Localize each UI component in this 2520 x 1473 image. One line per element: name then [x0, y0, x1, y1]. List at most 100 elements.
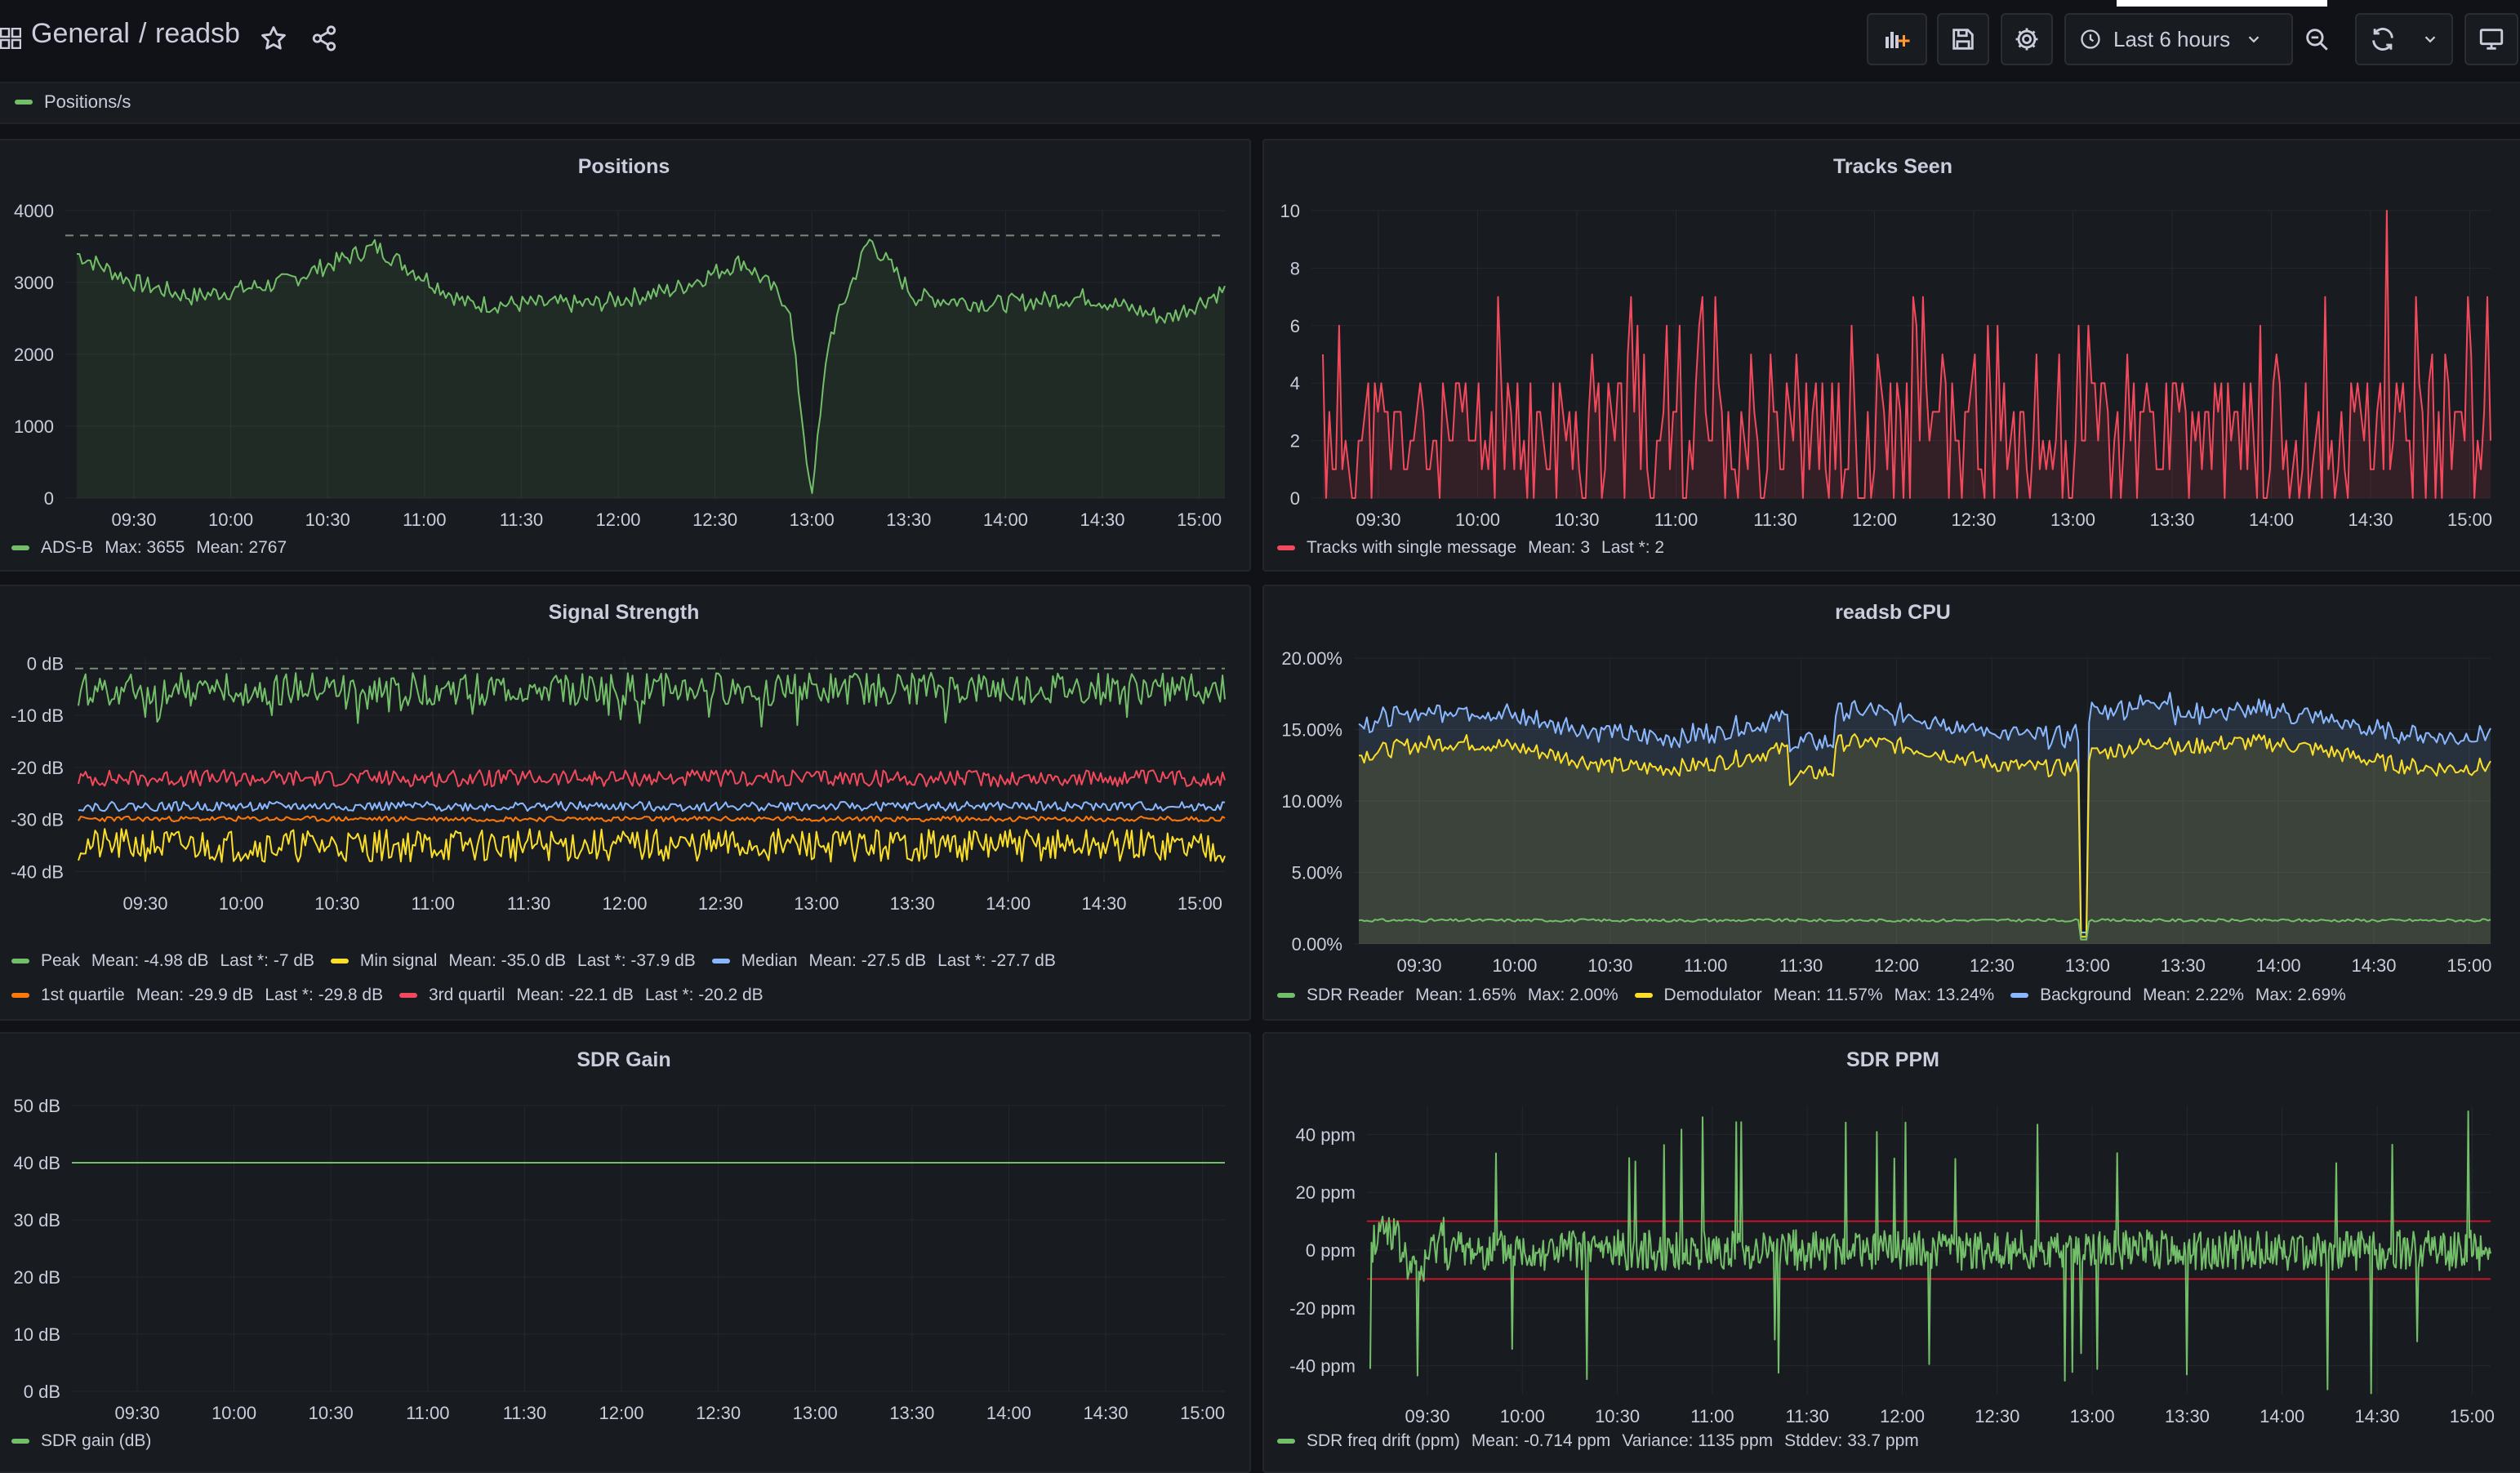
x-tick-label: 09:30 — [111, 510, 156, 530]
legend-item[interactable]: Tracks with single message Mean: 3 Last … — [1277, 538, 1664, 558]
legend-swatch — [11, 959, 29, 963]
y-tick-label: 3000 — [14, 273, 54, 293]
legend-item[interactable]: SDR freq drift (ppm) Mean: -0.714 ppm Va… — [1277, 1431, 1919, 1451]
legend-series-name: Tracks with single message — [1307, 538, 1517, 557]
zoom-out-button[interactable] — [2293, 13, 2340, 65]
panel-tracks-seen[interactable]: Tracks Seen 0 2 4 6 8 10 09:30 10:00 10:30 11:00 1… — [1262, 139, 2520, 572]
add-panel-button[interactable] — [1867, 13, 1927, 65]
legend: Peak Mean: -4.98 dB Last *: -7 dB Min si… — [11, 949, 1067, 971]
legend-series-name: ADS-B — [41, 538, 94, 557]
y-tick-label: 6 — [1290, 316, 1300, 336]
legend-series-name: Min signal — [359, 951, 438, 970]
positions-chart[interactable]: 0 1000 2000 3000 4000 09:30 10:00 10:30 11:00 11:… — [0, 140, 1253, 573]
legend-item[interactable]: ADS-B Max: 3655 Mean: 2767 — [11, 538, 287, 558]
y-tick-label: -40 ppm — [1289, 1356, 1356, 1377]
legend-swatch — [15, 100, 33, 105]
x-tick-label: 12:30 — [692, 510, 737, 530]
x-tick-label: 10:00 — [1492, 955, 1537, 976]
tracks-seen-chart[interactable]: 0 2 4 6 8 10 09:30 10:00 10:30 11:00 11:30 12:00 12:… — [1264, 140, 2520, 573]
x-tick-label: 14:30 — [1083, 1403, 1128, 1423]
time-range-label: Last 6 hours — [2113, 26, 2231, 51]
time-range-picker[interactable]: Last 6 hours — [2064, 13, 2293, 65]
x-tick-label: 11:00 — [1684, 955, 1727, 976]
x-tick-label: 10:30 — [305, 510, 350, 530]
x-tick-label: 10:30 — [1554, 510, 1599, 530]
readsb-cpu-chart[interactable]: 0.00% 5.00% 10.00% 15.00% 20.00% 09:30 10:00 10… — [1264, 586, 2520, 1022]
legend-item[interactable]: Peak Mean: -4.98 dB Last *: -7 dB — [11, 951, 314, 971]
refresh-button[interactable] — [2355, 13, 2453, 65]
apps-grid-icon[interactable] — [0, 28, 21, 49]
x-tick-label: 15:00 — [1178, 893, 1222, 914]
x-tick-label: 14:00 — [2260, 1406, 2304, 1426]
x-tick-label: 12:00 — [1880, 1406, 1925, 1426]
tv-mode-button[interactable] — [2464, 13, 2518, 65]
y-tick-label: 40 dB — [14, 1153, 61, 1173]
panel-positions[interactable]: Positions 0 1000 2000 3000 4000 09:30 10:00 10:… — [0, 139, 1251, 572]
legend-series-name: Demodulator — [1663, 986, 1762, 1004]
share-icon[interactable] — [310, 24, 338, 52]
star-icon[interactable] — [260, 24, 287, 52]
x-tick-label: 12:30 — [696, 1403, 741, 1423]
x-tick-label: 09:30 — [122, 893, 167, 914]
legend-item[interactable]: SDR gain (dB) — [11, 1431, 151, 1451]
legend-stat-max: Max: 2.00% — [1527, 986, 1618, 1004]
x-tick-label: 12:00 — [599, 1403, 643, 1423]
sdr-ppm-chart[interactable]: 40 ppm 20 ppm 0 ppm -20 ppm -40 ppm 09:30 10:0… — [1264, 1034, 2520, 1473]
legend-stat-mean: Mean: 11.57% — [1773, 986, 1883, 1004]
legend-item[interactable]: Median Mean: -27.5 dB Last *: -27.7 dB — [711, 951, 1056, 971]
legend-stat-last: Last *: -27.7 dB — [937, 951, 1056, 970]
y-tick-label: 0 — [1290, 488, 1300, 509]
legend-item[interactable]: Background Mean: 2.22% Max: 2.69% — [2010, 986, 2346, 1005]
legend-stat-last: Last *: -37.9 dB — [577, 951, 696, 970]
x-tick-label: 13:00 — [790, 510, 835, 530]
x-tick-label: 09:30 — [1405, 1406, 1449, 1426]
x-tick-label: 10:00 — [1455, 510, 1500, 530]
loading-bar — [2117, 0, 2327, 7]
legend-item[interactable]: Positions/s — [15, 91, 131, 113]
x-tick-label: 14:00 — [983, 510, 1028, 530]
legend-item[interactable]: 1st quartile Mean: -29.9 dB Last *: -29.… — [11, 986, 383, 1005]
breadcrumb-dashboard-title[interactable]: readsb — [155, 18, 240, 49]
signal-strength-chart[interactable]: 0 dB -10 dB -20 dB -30 dB -40 dB 09:30 10:00 10… — [0, 586, 1253, 1022]
x-tick-label: 09:30 — [114, 1403, 159, 1423]
panel-sdr-ppm[interactable]: SDR PPM 40 ppm 20 ppm 0 ppm -20 ppm -40 ppm 0… — [1262, 1032, 2520, 1473]
legend-stat-last: Last *: -29.8 dB — [265, 986, 384, 1004]
legend-item[interactable]: Demodulator Mean: 11.57% Max: 13.24% — [1634, 986, 1994, 1005]
legend-stat-max: Max: 3655 — [105, 538, 185, 557]
legend-stat-mean: Mean: -27.5 dB — [808, 951, 927, 970]
x-tick-label: 13:00 — [2050, 510, 2095, 530]
x-tick-label: 15:00 — [2447, 955, 2491, 976]
legend-item[interactable]: SDR Reader Mean: 1.65% Max: 2.00% — [1277, 986, 1618, 1005]
refresh-interval-chevron-icon[interactable] — [2421, 30, 2439, 48]
legend: SDR freq drift (ppm) Mean: -0.714 ppm Va… — [1277, 1429, 1930, 1451]
y-tick-label: 2000 — [14, 345, 54, 365]
y-tick-label: 10 — [1280, 201, 1300, 221]
series-tracks-single-message-area — [1323, 211, 2491, 498]
panel-signal-strength[interactable]: Signal Strength 0 dB -10 dB -20 dB -30 dB -4… — [0, 585, 1251, 1021]
legend-item[interactable]: Min signal Mean: -35.0 dB Last *: -37.9 … — [330, 951, 696, 971]
save-dashboard-button[interactable] — [1937, 13, 1989, 65]
series-peak — [78, 671, 1226, 728]
panel-readsb-cpu[interactable]: readsb CPU 0.00% 5.00% 10.00% 15.00% 20.00% 0… — [1262, 585, 2520, 1021]
y-tick-label: 0 ppm — [1306, 1240, 1356, 1261]
legend-stat-last: Last *: 2 — [1601, 538, 1665, 557]
legend-item[interactable]: 3rd quartil Mean: -22.1 dB Last *: -20.2… — [398, 986, 764, 1005]
legend-series-name: SDR freq drift (ppm) — [1307, 1431, 1460, 1450]
panel-title: Positions — [577, 155, 670, 178]
legend-swatch — [398, 993, 417, 998]
series-3rd-quartil — [78, 769, 1226, 788]
y-tick-label: 20 ppm — [1296, 1182, 1356, 1203]
series-background-area — [1359, 692, 2491, 944]
legend-stat-last: Last *: -20.2 dB — [644, 986, 764, 1004]
sdr-gain-chart[interactable]: 0 dB 10 dB 20 dB 30 dB 40 dB 50 dB 09:30 10:00 1… — [0, 1034, 1253, 1473]
legend-series-name: SDR gain (dB) — [41, 1431, 152, 1450]
breadcrumb-folder[interactable]: General — [31, 18, 130, 49]
legend-stat-stddev: Stddev: 33.7 ppm — [1784, 1431, 1919, 1450]
panel-sdr-gain[interactable]: SDR Gain 0 dB 10 dB 20 dB 30 dB 40 dB 50 dB 09… — [0, 1032, 1251, 1473]
dashboard-settings-button[interactable] — [2001, 13, 2053, 65]
legend: ADS-B Max: 3655 Mean: 2767 — [11, 536, 298, 558]
x-tick-label: 12:30 — [698, 893, 743, 914]
x-tick-label: 11:00 — [411, 893, 454, 914]
legend-series-name: Median — [741, 951, 798, 970]
legend-swatch — [1277, 993, 1295, 998]
